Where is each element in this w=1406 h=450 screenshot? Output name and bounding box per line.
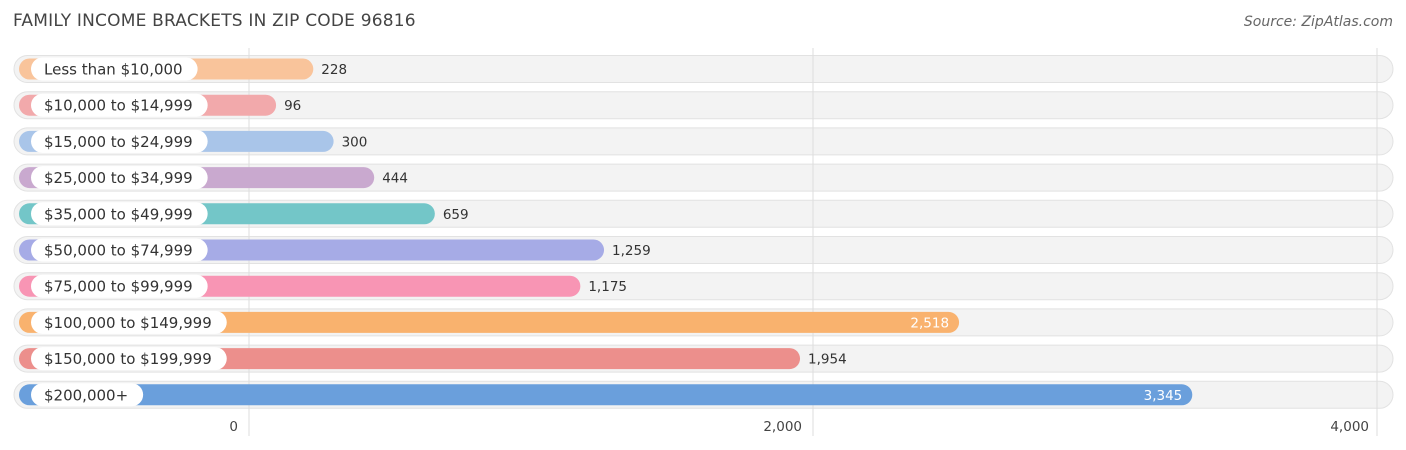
category-label: $25,000 to $34,999 [44, 169, 193, 187]
category-pill [31, 274, 208, 298]
source-credit: Source: ZipAtlas.com [1243, 14, 1393, 30]
row-background [13, 127, 1394, 156]
category-label: $35,000 to $49,999 [44, 205, 193, 223]
row-background [13, 91, 1394, 120]
category-pill [31, 93, 208, 117]
category-label: $15,000 to $24,999 [44, 133, 193, 151]
chart-title: FAMILY INCOME BRACKETS IN ZIP CODE 96816 [13, 11, 416, 31]
value-label: 659 [443, 207, 469, 223]
category-pill [31, 166, 208, 190]
category-pill [31, 383, 144, 407]
value-label: 3,345 [1144, 388, 1183, 404]
category-pill [31, 310, 227, 334]
value-label: 96 [284, 98, 301, 114]
bar [19, 311, 960, 333]
value-label: 228 [321, 62, 347, 78]
category-label: $10,000 to $14,999 [44, 97, 193, 115]
category-label: Less than $10,000 [44, 61, 183, 79]
value-label: 444 [382, 171, 408, 187]
category-label: $50,000 to $74,999 [44, 242, 193, 260]
bar [19, 384, 1193, 406]
category-pill [31, 202, 208, 226]
category-label: $100,000 to $149,999 [44, 314, 212, 332]
value-label: 300 [342, 134, 368, 150]
value-label: 1,259 [612, 243, 651, 259]
row-background [13, 55, 1394, 83]
category-pill [31, 57, 198, 81]
category-pill [31, 347, 227, 371]
category-pill [31, 238, 208, 262]
x-tick-label: 0 [229, 419, 238, 435]
value-label: 1,954 [808, 352, 847, 368]
x-tick-label: 4,000 [1330, 419, 1369, 435]
category-pill [31, 129, 208, 153]
category-label: $75,000 to $99,999 [44, 278, 193, 296]
value-label: 1,175 [588, 279, 627, 295]
value-label: 2,518 [910, 315, 949, 331]
category-label: $200,000+ [44, 386, 128, 404]
category-label: $150,000 to $199,999 [44, 350, 212, 368]
x-tick-label: 2,000 [763, 419, 802, 435]
